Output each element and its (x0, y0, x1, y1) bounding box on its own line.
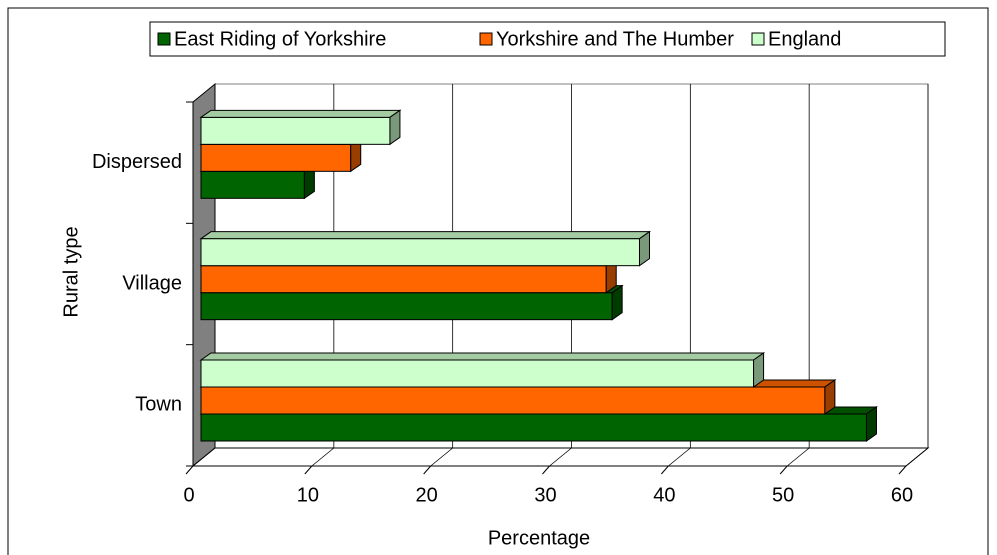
legend-label: Yorkshire and The Humber (496, 28, 734, 50)
x-tick (423, 465, 432, 475)
x-tick-label: 30 (534, 484, 556, 506)
legend-box (149, 21, 946, 57)
bar-front (200, 238, 640, 267)
x-tick-label: 60 (891, 484, 913, 506)
floor-grid-line (668, 447, 691, 467)
bar-front (200, 413, 867, 442)
x-tick-label: 0 (183, 484, 194, 506)
bar-top (199, 231, 652, 240)
bar-side (638, 230, 650, 267)
bar-front (200, 292, 613, 321)
legend-swatch (157, 32, 171, 46)
bar-side (753, 352, 765, 388)
x-tick-label: 40 (653, 484, 675, 506)
bar (199, 109, 402, 146)
bar (199, 230, 652, 267)
bar-front (200, 116, 391, 145)
bar-front (200, 359, 755, 388)
bar-side (611, 284, 623, 321)
x-tick (898, 465, 907, 475)
bar-side (865, 406, 877, 442)
chart-border (7, 7, 989, 555)
x-axis-title: Percentage (488, 527, 590, 549)
bar (199, 352, 766, 388)
bar-top (199, 109, 402, 118)
bar-front (200, 170, 305, 199)
floor-grid-line (311, 447, 335, 467)
bar-front (200, 143, 352, 172)
y-axis-title: Rural type (60, 226, 82, 317)
floor-grid-line (192, 447, 216, 467)
bar-side (824, 379, 836, 415)
legend-swatch (479, 32, 493, 46)
bar-side (389, 109, 401, 146)
y-tick-label: Town (135, 394, 182, 416)
legend-swatch (751, 32, 765, 46)
floor-grid-line (905, 447, 929, 467)
x-tick (185, 465, 194, 475)
floor-grid-line (430, 447, 453, 467)
legend-label: East Riding of Yorkshire (174, 28, 386, 50)
y-tick-label: Village (122, 272, 182, 294)
floor-grid-line (786, 447, 810, 467)
x-tick-label: 10 (297, 484, 319, 506)
bar-front (200, 386, 826, 415)
x-tick (660, 465, 669, 475)
x-tick (779, 465, 788, 475)
y-tick-label: Dispersed (92, 151, 182, 173)
x-tick-label: 50 (772, 484, 794, 506)
x-tick-label: 20 (416, 484, 438, 506)
bar-front (200, 265, 607, 294)
legend-label: England (768, 28, 841, 50)
bar-top (199, 352, 766, 361)
floor-grid-line (549, 447, 572, 467)
x-tick (542, 465, 550, 475)
x-tick (304, 465, 313, 475)
